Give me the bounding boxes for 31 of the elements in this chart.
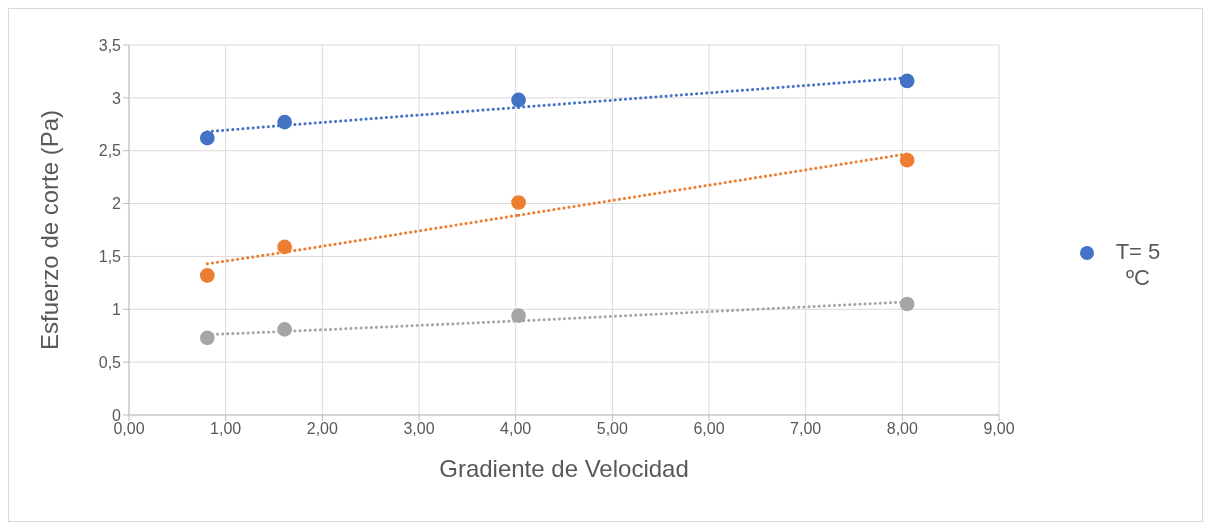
x-tick-label: 3,00	[403, 420, 435, 438]
point	[511, 195, 526, 210]
point	[899, 73, 915, 89]
point	[277, 322, 292, 337]
x-tick-label: 8,00	[886, 420, 919, 438]
point	[277, 114, 292, 130]
point	[899, 296, 915, 312]
x-tick-label: 1,00	[210, 420, 242, 438]
y-tick-label: 2	[112, 195, 122, 213]
y-tick-label: 0,5	[98, 353, 122, 371]
x-axis-title: Gradiente de Velocidad	[439, 455, 689, 482]
x-tick-label: 0,00	[113, 420, 145, 438]
point	[199, 330, 215, 346]
point	[899, 152, 915, 168]
legend-label: T= 5 ºC	[1114, 239, 1162, 291]
y-tick-label: 3,5	[98, 36, 122, 54]
point	[199, 130, 215, 146]
x-tick-label: 5,00	[596, 420, 629, 438]
x-tick-label: 7,00	[790, 420, 822, 438]
point	[199, 268, 215, 283]
point	[511, 92, 526, 108]
point	[511, 308, 526, 323]
y-tick-label: 3	[112, 89, 122, 107]
x-tick-label: 9,00	[983, 420, 1015, 438]
y-tick-label: 2,5	[98, 142, 122, 160]
x-tick-label: 2,00	[306, 420, 339, 438]
y-axis-title: Esfuerzo de corte (Pa)	[35, 109, 63, 350]
x-tick-label: 4,00	[500, 420, 532, 438]
y-tick-label: 1,5	[98, 248, 122, 266]
x-tick-label: 6,00	[693, 420, 725, 438]
y-tick-label: 1	[112, 300, 122, 318]
